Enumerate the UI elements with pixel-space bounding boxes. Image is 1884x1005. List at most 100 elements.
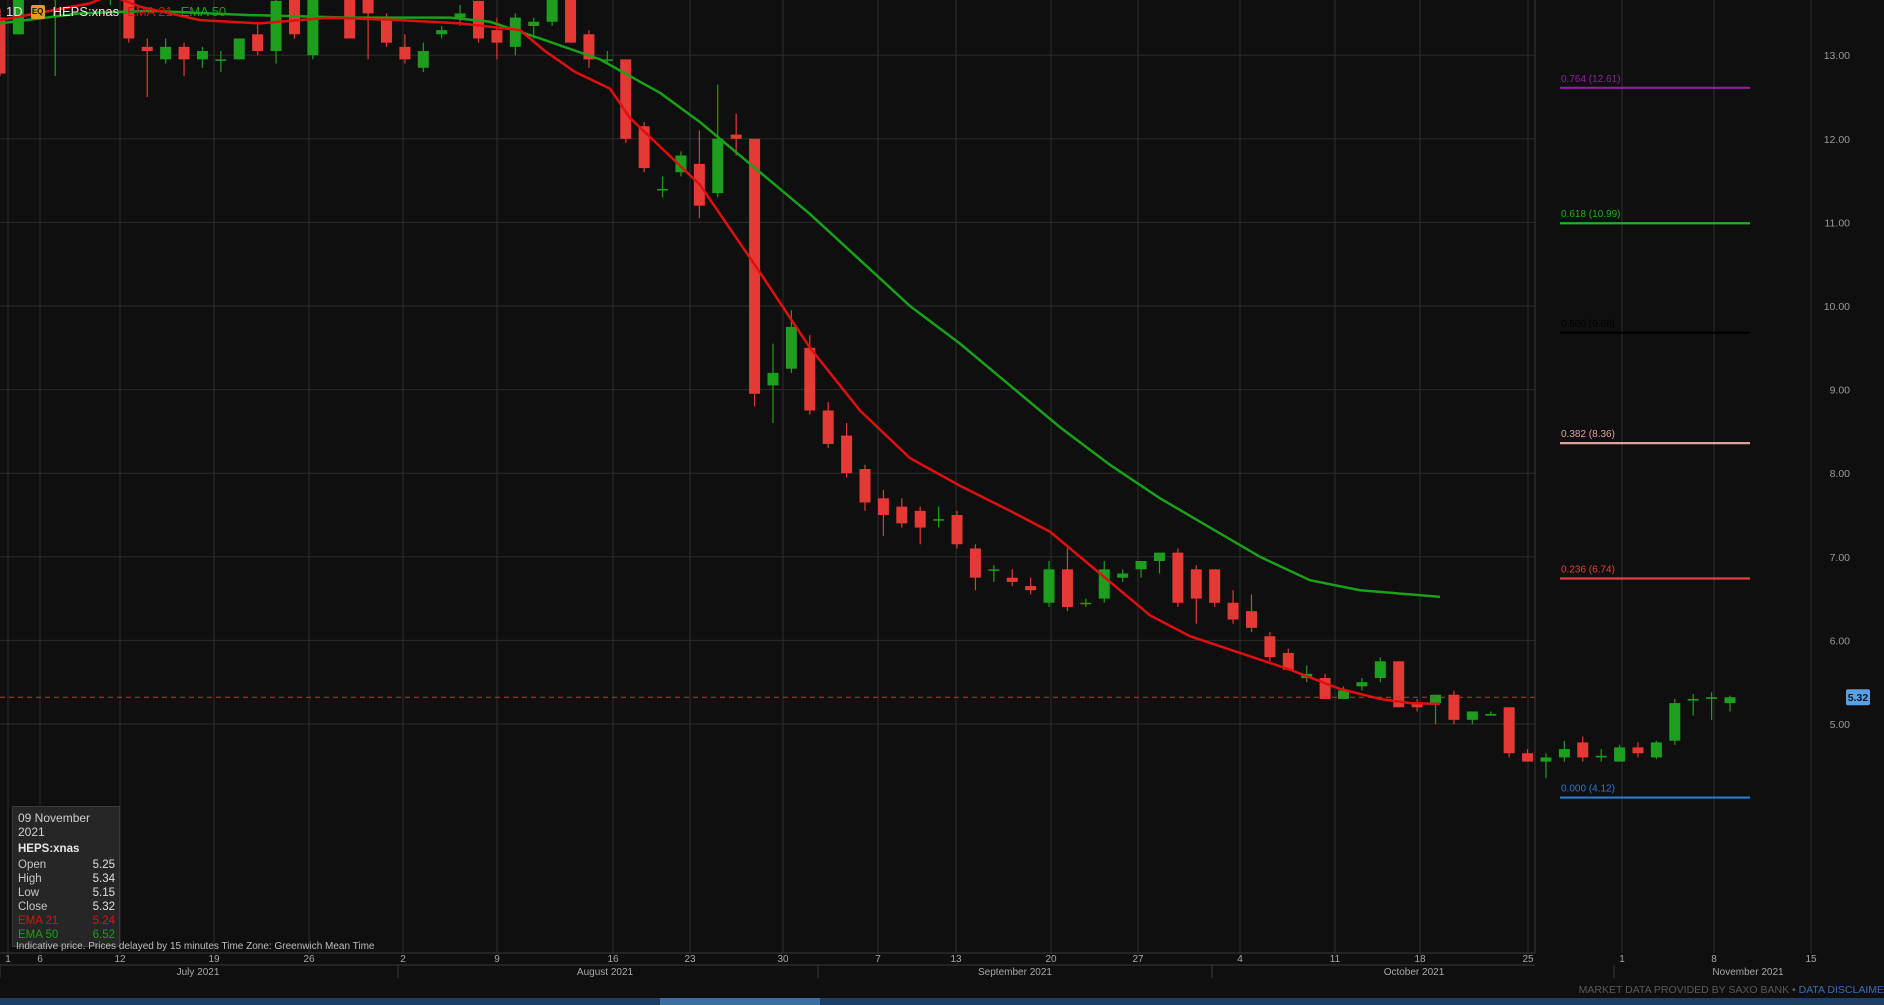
x-day-tick-label: 15 [1805,954,1817,965]
candle-body [252,34,264,52]
candle-up [1374,657,1386,683]
tooltip-row: Low 5.15 [18,886,115,900]
candle-body [1319,678,1331,699]
fib-level-label: 0.000 (4.12) [1561,784,1615,795]
candle-down [859,464,871,511]
candle-down [0,9,6,77]
symbol-label[interactable]: HEPS:xnas [52,4,120,19]
candle-up [1430,694,1442,724]
disclaimer-link[interactable]: DATA DISCLAIME [1798,984,1884,996]
tooltip-row: EMA 21 5.24 [18,914,115,928]
candle-down [841,423,853,478]
candle-body [178,46,190,60]
candle-body [675,155,687,173]
candle-body [1080,602,1092,605]
horizontal-scrollbar[interactable] [0,998,1884,1005]
candle-body [583,34,595,60]
candle-body [270,0,282,52]
candle-down [1319,673,1331,699]
ema-lines [0,0,1535,706]
candle-body [1374,661,1386,679]
candle-body [1006,577,1018,582]
candle-down [123,0,135,43]
candle-up [1595,749,1607,762]
candle-up [1153,552,1165,574]
fib-level-label: 0.764 (12.61) [1561,74,1621,85]
candle-body [233,38,245,60]
candle-down [1245,594,1257,633]
timeframe-selector[interactable]: 1D [6,4,23,19]
candle-body [1485,713,1497,716]
candle-up [417,42,429,72]
candle-body [822,410,834,444]
candle-body [914,510,926,528]
candle-body [1687,698,1699,701]
x-day-tick-label: 27 [1132,954,1144,965]
data-provider-footer: MARKET DATA PROVIDED BY SAXO BANK • DATA… [1579,984,1884,996]
y-tick-label: 8.00 [1830,468,1851,480]
x-day-tick-label: 13 [950,954,962,965]
candle-down [896,498,908,528]
candle-body [1135,560,1147,570]
tooltip-label: Low [18,887,40,899]
candle-up [1098,560,1110,603]
candle-body [841,435,853,474]
tooltip-label: Open [18,859,47,871]
candle-body [896,506,908,524]
tooltip-value: 5.32 [92,901,115,913]
candle-body [399,46,411,60]
candle-body [1153,552,1165,561]
delay-notice: Indicative price. Prices delayed by 15 m… [16,941,375,952]
ema50-legend[interactable]: EMA 50 [180,4,227,19]
ema21-legend[interactable]: EMA 21 [127,4,173,19]
ema50-line [0,9,1441,599]
candle-down [141,38,153,97]
x-day-tick-label: 1 [1619,954,1625,965]
x-day-tick-label: 30 [777,954,789,965]
candle-body [565,0,577,43]
scrollbar-thumb[interactable] [660,998,820,1005]
candle-body [1227,602,1239,620]
candle-down [1006,569,1018,587]
candle-up [1687,693,1699,716]
candle-body [528,21,540,26]
price-axis[interactable]: 5.00 6.00 7.00 8.00 9.00 10.00 11.00 12.00 13.00… [1534,0,1870,953]
candle-body [0,17,6,74]
candle-body [1724,697,1736,704]
candle-down [1172,548,1184,607]
tooltip-row: EMA 50 6.52 [18,928,115,942]
ohlc-tooltip: 09 November 2021 HEPS:xnas Open 5.25 High 5… [12,806,120,947]
candle-body [1025,586,1037,591]
candle-up [1650,740,1662,760]
candle-up [270,0,282,64]
candle-down [1190,565,1202,624]
x-day-tick-label: 19 [208,954,220,965]
candle-body [215,59,227,61]
x-month-label: September 2021 [978,967,1052,978]
candle-body [307,0,319,56]
candle-up [1669,698,1681,745]
candle-down [749,138,761,407]
tooltip-row: High 5.34 [18,872,115,886]
candle-up [54,0,56,77]
candle-body [1503,707,1515,754]
candle-body [123,0,135,39]
candle-up [1080,598,1092,607]
tooltip-label: Close [18,901,48,913]
fib-level-label: 0.382 (8.36) [1561,429,1615,440]
candle-up [1558,740,1570,762]
candle-up [546,0,558,26]
tooltip-value: 5.15 [92,887,115,899]
candle-body [1393,661,1405,708]
candle-body [1338,690,1350,699]
candle-body [988,569,1000,571]
x-day-tick-label: 9 [494,954,500,965]
candle-down [1282,648,1294,670]
x-day-tick-label: 6 [37,954,43,965]
tooltip-value: 5.25 [92,859,115,871]
tooltip-label: EMA 21 [18,915,59,927]
x-day-tick-label: 11 [1330,954,1341,965]
y-tick-label: 13.00 [1824,50,1850,62]
